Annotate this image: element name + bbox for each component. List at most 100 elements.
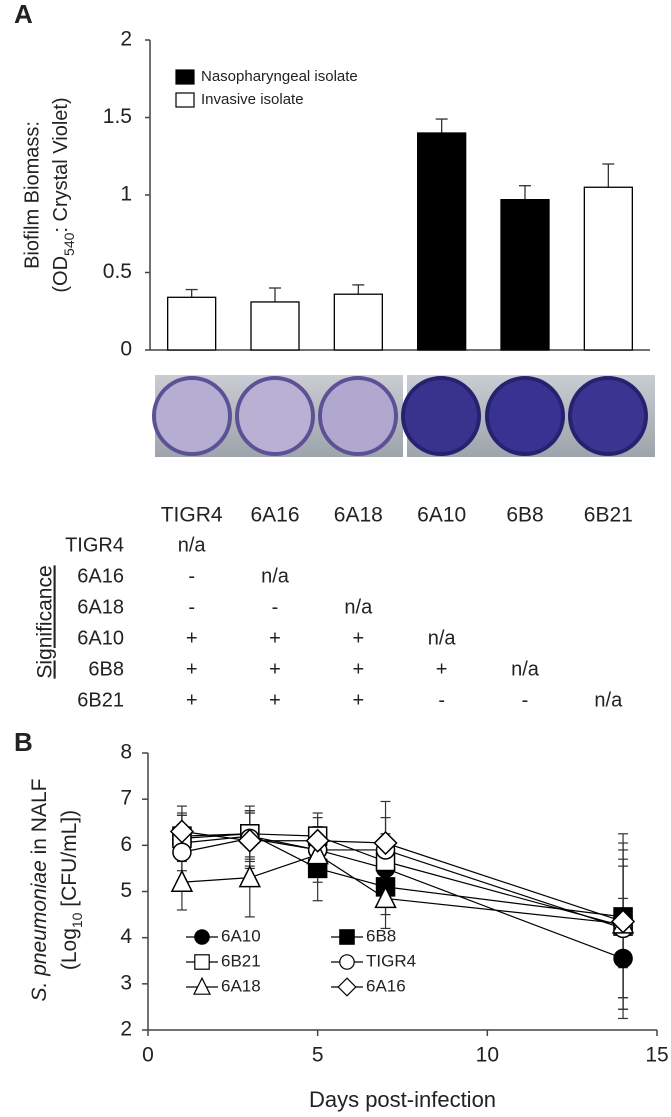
legend-label: Nasopharyngeal isolate <box>201 68 358 85</box>
legend-label: TIGR4 <box>366 951 416 970</box>
y-tick-label: 1.5 <box>103 105 132 128</box>
table-cell: n/a <box>428 627 457 649</box>
legend-marker <box>194 954 210 970</box>
y-tick-label: 4 <box>120 925 132 948</box>
y-axis-label-part: [CFU/mL]) <box>58 810 81 913</box>
table-cell: - <box>522 689 529 711</box>
y-axis-label: Biofilm Biomass: <box>21 121 43 269</box>
legend-marker <box>337 977 357 997</box>
bar <box>583 186 633 351</box>
y-tick-label: 3 <box>120 971 132 994</box>
table-cell: + <box>269 689 281 711</box>
table-cell: n/a <box>511 658 540 680</box>
bar <box>500 198 550 351</box>
bar <box>417 132 467 351</box>
row-label: 6B8 <box>88 658 124 680</box>
table-cell: + <box>352 627 364 649</box>
point <box>373 830 398 856</box>
y-tick-label: 2 <box>120 28 132 51</box>
row-label: 6A16 <box>77 565 124 587</box>
row-label: 6A18 <box>77 596 124 618</box>
table-cell: - <box>188 565 195 587</box>
y-axis-label: (Log10 [CFU/mL]) <box>58 810 85 970</box>
bar <box>333 293 383 351</box>
legend-swatch <box>175 92 195 108</box>
legend-swatch <box>175 69 195 85</box>
point <box>237 828 262 853</box>
x-tick-label: 5 <box>312 1044 324 1067</box>
legend-label: 6B8 <box>366 926 396 945</box>
y-axis-label-part: in NALF <box>28 779 51 861</box>
y-axis-label-part: 10 <box>69 912 85 928</box>
table-cell: + <box>269 658 281 680</box>
y-axis-label: S. pneumoniae in NALF <box>28 779 51 1002</box>
table-cell: + <box>352 689 364 711</box>
legend-label: 6B21 <box>221 951 261 970</box>
table-cell: + <box>269 627 281 649</box>
y-tick-label: 8 <box>120 741 132 764</box>
x-tick-label: 0 <box>142 1044 154 1067</box>
legend-label: 6A16 <box>366 976 406 995</box>
table-cell: n/a <box>261 565 290 587</box>
table-cell: - <box>188 596 195 618</box>
panel-label: A <box>14 0 33 29</box>
y-tick-label: 7 <box>120 787 132 810</box>
x-tick-label: 6B21 <box>584 504 633 527</box>
legend-label: 6A10 <box>221 926 261 945</box>
table-cell: n/a <box>344 596 373 618</box>
row-label: 6A10 <box>77 627 124 649</box>
point <box>172 842 192 863</box>
table-cell: + <box>186 658 198 680</box>
legend-marker <box>193 976 211 995</box>
row-label: 6B21 <box>77 689 124 711</box>
y-axis-label-part: (Log <box>58 928 81 970</box>
y-axis-label: (OD540: Crystal Violet) <box>50 97 76 292</box>
panel-label: B <box>14 727 33 757</box>
legend-marker <box>194 929 210 945</box>
x-tick-label: 15 <box>645 1044 668 1067</box>
y-axis-label-part: (OD <box>50 256 72 293</box>
point <box>306 841 329 865</box>
point <box>305 828 330 853</box>
y-tick-label: 0.5 <box>103 260 132 283</box>
bar <box>250 301 300 351</box>
table-title: Significance <box>34 565 57 678</box>
y-tick-label: 2 <box>120 1018 132 1041</box>
point <box>238 864 262 888</box>
point <box>169 819 194 844</box>
point <box>170 869 194 893</box>
x-tick-label: 6A18 <box>334 504 383 527</box>
table-cell: + <box>352 658 364 680</box>
legend-marker <box>339 929 355 945</box>
table-cell: + <box>186 627 198 649</box>
y-tick-label: 5 <box>120 879 132 902</box>
y-axis-label-part: : Crystal Violet) <box>50 97 72 232</box>
table-cell: + <box>436 658 448 680</box>
y-tick-label: 1 <box>120 183 132 206</box>
x-tick-label: 10 <box>476 1044 499 1067</box>
table-cell: + <box>186 689 198 711</box>
x-tick-label: TIGR4 <box>161 504 223 527</box>
legend-marker <box>339 954 355 970</box>
x-tick-label: 6B8 <box>506 504 543 527</box>
x-tick-label: 6A10 <box>417 504 466 527</box>
y-axis-label-part: 540 <box>61 232 77 256</box>
table-cell: - <box>438 689 445 711</box>
point <box>613 948 633 969</box>
point <box>374 885 397 909</box>
y-tick-label: 0 <box>120 338 132 361</box>
y-tick-label: 6 <box>120 833 132 856</box>
well-photo <box>152 375 655 457</box>
x-axis-label: Days post-infection <box>309 1087 496 1112</box>
table-cell: - <box>272 596 279 618</box>
y-axis-label-part: S. pneumoniae <box>28 860 51 1001</box>
row-label: TIGR4 <box>65 534 124 556</box>
legend-label: Invasive isolate <box>201 91 304 108</box>
x-tick-label: 6A16 <box>250 504 299 527</box>
bar <box>167 296 217 351</box>
legend-label: 6A18 <box>221 976 261 995</box>
table-cell: n/a <box>178 534 207 556</box>
table-cell: n/a <box>594 689 623 711</box>
point <box>611 909 636 934</box>
